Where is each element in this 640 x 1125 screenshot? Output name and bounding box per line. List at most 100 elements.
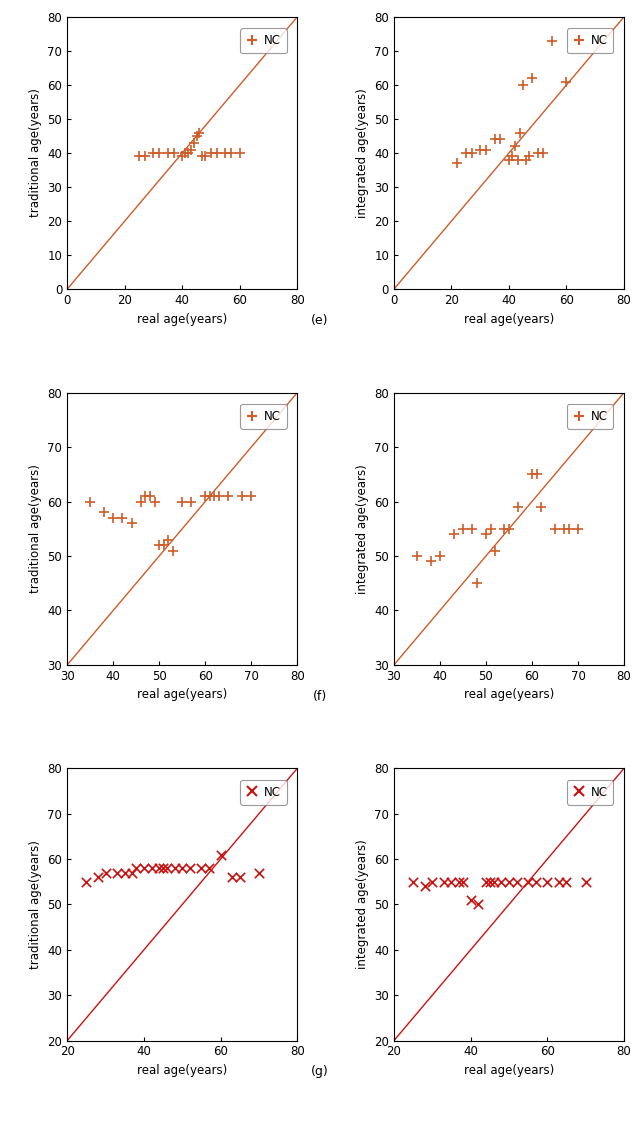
Point [426, 552, 436, 570]
Point [481, 141, 491, 159]
Point [419, 878, 429, 896]
Point [100, 864, 111, 882]
Point [408, 873, 418, 891]
Point [226, 144, 236, 162]
Point [93, 868, 103, 886]
Point [127, 514, 137, 532]
Point [412, 547, 422, 565]
Point [531, 873, 541, 891]
Y-axis label: traditional age(years): traditional age(years) [29, 465, 42, 593]
Point [559, 520, 570, 538]
Point [81, 873, 92, 891]
X-axis label: real age(years): real age(years) [137, 688, 227, 701]
Point [504, 520, 514, 538]
Point [120, 864, 130, 882]
Point [177, 860, 188, 878]
Point [216, 846, 226, 864]
Point [158, 860, 168, 878]
Point [212, 144, 222, 162]
Point [112, 864, 122, 882]
Point [481, 525, 491, 543]
Point [148, 144, 159, 162]
Point [214, 487, 224, 505]
X-axis label: real age(years): real age(years) [464, 688, 554, 701]
Point [197, 147, 207, 165]
X-axis label: real age(years): real age(years) [137, 313, 227, 325]
Point [499, 520, 509, 538]
Point [159, 537, 169, 555]
Point [117, 508, 127, 526]
Point [195, 124, 205, 142]
Point [513, 151, 523, 169]
Point [163, 144, 173, 162]
X-axis label: real age(years): real age(years) [464, 313, 554, 325]
Point [485, 520, 495, 538]
Point [523, 873, 533, 891]
Point [183, 144, 193, 162]
Legend: NC: NC [567, 28, 614, 53]
Point [189, 134, 199, 152]
Point [150, 493, 160, 511]
Point [237, 487, 247, 505]
Point [85, 493, 95, 511]
Point [206, 144, 216, 162]
Point [484, 873, 495, 891]
Point [542, 873, 552, 891]
Point [446, 873, 456, 891]
Point [515, 124, 525, 142]
Point [458, 873, 468, 891]
Y-axis label: traditional age(years): traditional age(years) [29, 840, 42, 969]
Point [564, 520, 574, 538]
Point [467, 520, 477, 538]
Point [200, 487, 211, 505]
Point [200, 147, 211, 165]
Point [99, 503, 109, 521]
Text: (g): (g) [311, 1065, 329, 1079]
Point [490, 541, 500, 559]
Point [168, 144, 179, 162]
Point [145, 487, 155, 505]
Point [527, 466, 537, 484]
Point [481, 873, 491, 891]
Point [461, 144, 471, 162]
Point [490, 130, 500, 148]
Point [223, 487, 234, 505]
Text: (f): (f) [313, 690, 327, 703]
Point [168, 541, 178, 559]
Point [504, 151, 514, 169]
Point [246, 487, 257, 505]
Point [209, 487, 220, 505]
Point [140, 487, 150, 505]
Point [154, 537, 164, 555]
Point [518, 76, 529, 94]
Point [177, 147, 188, 165]
Point [496, 873, 506, 891]
Point [131, 860, 141, 878]
Point [580, 873, 591, 891]
Point [573, 520, 583, 538]
Point [196, 860, 207, 878]
X-axis label: real age(years): real age(years) [464, 1064, 554, 1077]
Point [191, 127, 202, 145]
Point [136, 493, 146, 511]
Point [527, 69, 537, 87]
Point [235, 868, 245, 886]
Point [163, 531, 173, 549]
Point [438, 873, 449, 891]
Point [532, 144, 543, 162]
Point [513, 498, 524, 516]
Point [186, 493, 196, 511]
Point [511, 873, 522, 891]
Point [204, 860, 214, 878]
Point [509, 137, 520, 155]
Point [452, 154, 462, 172]
Point [488, 873, 499, 891]
Point [435, 547, 445, 565]
Legend: NC: NC [567, 404, 614, 429]
Legend: NC: NC [240, 404, 287, 429]
Point [521, 151, 531, 169]
Point [473, 896, 483, 914]
Point [475, 141, 485, 159]
Point [495, 130, 506, 148]
Point [177, 493, 188, 511]
